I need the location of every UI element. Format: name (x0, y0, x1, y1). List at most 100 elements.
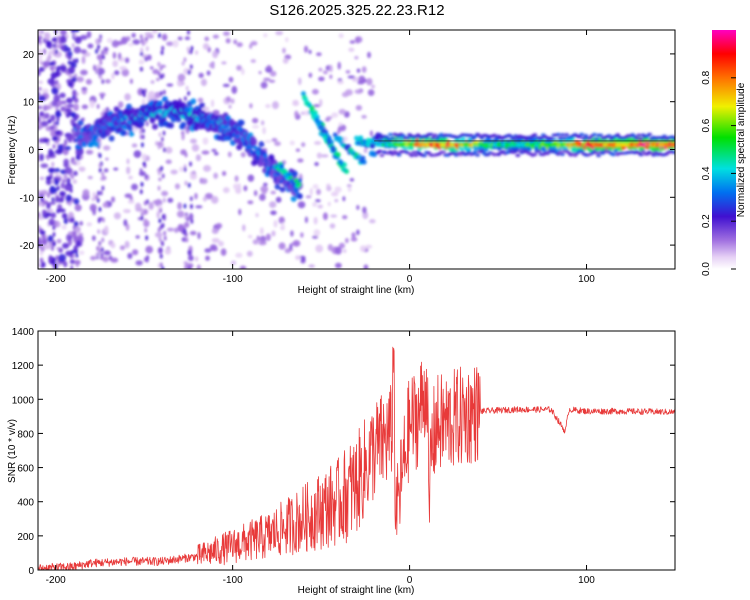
spectrogram-cell (56, 116, 60, 122)
spectrogram-cell (60, 106, 66, 112)
spectrogram-cell (141, 98, 146, 106)
spectrogram-cell (562, 136, 568, 140)
spectrogram-cell (110, 242, 116, 249)
spectrogram-cell (421, 154, 427, 158)
spectrogram-cell (190, 98, 197, 105)
spectrogram-cell (74, 36, 82, 44)
spectrogram-cell (479, 136, 485, 140)
spectrogram-cell (385, 137, 391, 141)
spectrogram-cell (334, 199, 339, 203)
spectrogram-cell (308, 49, 312, 54)
spectrogram-cell (347, 185, 352, 192)
spectrogram-cell (360, 155, 366, 161)
spectrogram-cell (60, 45, 66, 51)
spectrogram-cell (185, 237, 189, 243)
spectrogram-cell (183, 96, 187, 102)
spectrogram-cell (139, 168, 143, 174)
spectrogram-cell (361, 159, 367, 165)
spectrogram-cell (492, 133, 498, 138)
spectrogram-cell (99, 74, 103, 80)
spectrogram-cell (69, 259, 76, 265)
spectrogram-cell (52, 232, 56, 238)
spectrogram-cell (274, 183, 281, 190)
spectrogram-cell (559, 152, 565, 157)
snr-y-tick-label: 200 (17, 532, 34, 543)
spectrogram-cell (96, 54, 104, 61)
spectrogram-cell (140, 51, 144, 57)
spectrogram-cell (430, 136, 436, 140)
spectrogram-cell (371, 84, 375, 89)
spectrogram-cell (358, 135, 364, 141)
spectrogram-cell (183, 167, 187, 173)
spectrogram-cell (114, 70, 120, 76)
spectrogram-cell (140, 181, 144, 187)
spectrogram-cell (71, 77, 77, 83)
spectrogram-cell (85, 78, 92, 85)
spectrogram-cell (45, 178, 52, 186)
spectrogram-cell (197, 232, 201, 240)
spectrogram-cell (38, 48, 42, 52)
spectrogram-cell (100, 94, 104, 100)
spectrogram-cell (49, 125, 57, 130)
spectrogram-cell (38, 142, 41, 147)
spectrogram-cell (301, 257, 306, 261)
spectrogram-cell (184, 265, 188, 269)
spectrogram-cell (367, 89, 375, 96)
spectrogram-cell (73, 161, 77, 165)
spectrogram-cell (638, 137, 644, 141)
spectrogram-cell (126, 158, 130, 165)
spectrogram-cell (119, 66, 127, 71)
spectrogram-cell (74, 259, 81, 266)
spectrogram-cell (51, 37, 57, 42)
spectrogram-cell (38, 105, 43, 110)
spectrogram-cell (266, 64, 272, 71)
spectrogram-cell (98, 240, 102, 246)
spectrogram-cell (334, 246, 342, 255)
spectrogram-cell (424, 135, 430, 139)
spectrogram-cell (103, 168, 109, 173)
spectrogram-cell (40, 163, 49, 169)
spectrogram-cell (359, 245, 366, 252)
spectrogram-cell (126, 166, 131, 175)
spectrogram-cell (236, 65, 242, 71)
spectrogram-cell (140, 47, 144, 53)
spectrogram-cell (326, 137, 332, 143)
spectrogram-cell (43, 112, 50, 119)
spectrogram-cell (156, 77, 160, 82)
spectrogram-cell (123, 209, 129, 213)
spectrogram-cell (351, 232, 356, 238)
spectrogram-cell (157, 170, 161, 176)
spectrogram-cell (141, 134, 145, 140)
spectrogram-cell (145, 121, 149, 127)
spectrogram-cell (86, 31, 92, 39)
spectrogram-cell (297, 178, 303, 183)
spectrogram-cell (186, 216, 190, 222)
spectrogram-cell (318, 76, 325, 82)
spectrogram-cell (289, 243, 293, 251)
spectrogram-cell (98, 167, 102, 173)
spectrogram-y-tick-label: 0 (28, 146, 34, 157)
spectrogram-cell (300, 111, 305, 115)
spectrogram-cell (141, 153, 147, 161)
spectrogram-cell (98, 206, 102, 212)
spectrogram-y-axis-label: Frequency (Hz) (7, 116, 18, 185)
spectrogram-cell (48, 254, 53, 263)
spectrogram-cell (210, 99, 215, 108)
spectrogram-cell (536, 149, 542, 153)
spectrogram-cell (146, 54, 152, 61)
spectrogram-cell (233, 39, 237, 45)
spectrogram-cell (248, 235, 253, 239)
spectrogram-cell (198, 72, 204, 79)
spectrogram-cell (54, 167, 60, 173)
spectrogram-cell (195, 205, 203, 209)
colorbar-tick-label: 0.6 (701, 118, 712, 132)
spectrogram-cell (432, 133, 438, 137)
spectrogram-cell (151, 123, 158, 130)
spectrogram-cell (145, 235, 149, 241)
spectrogram-cell (57, 208, 66, 213)
spectrogram-cell (348, 47, 355, 52)
spectrogram-cell (262, 126, 266, 135)
spectrogram-cell (45, 208, 54, 213)
spectrogram-cell (159, 208, 163, 214)
